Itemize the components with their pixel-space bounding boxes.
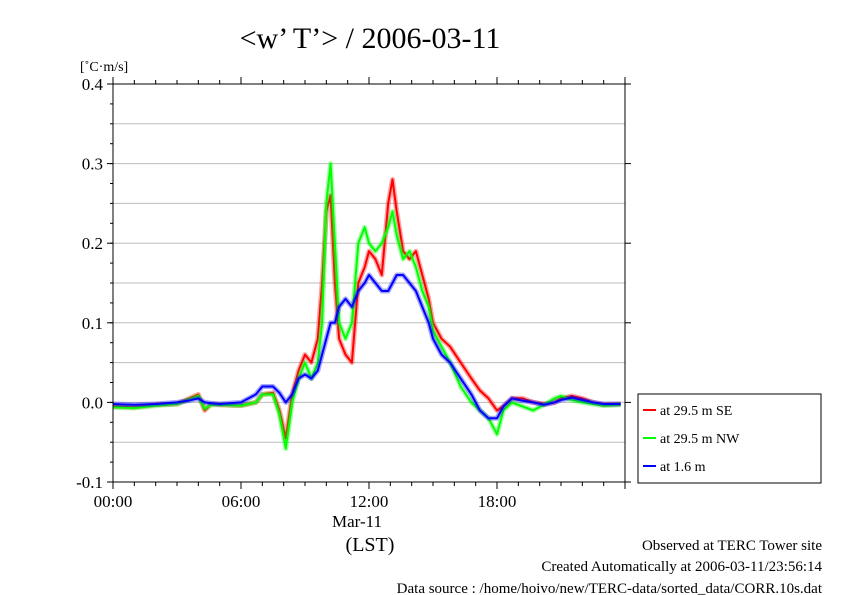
- footer-created: Created Automatically at 2006-03-11/23:5…: [541, 559, 822, 575]
- x-tick-label: 18:00: [478, 492, 517, 511]
- series-lines: [112, 161, 621, 452]
- legend-label-2: at 29.5 m NW: [660, 432, 740, 447]
- y-tick-label: -0.1: [76, 473, 103, 492]
- footer-source: Data source : /home/hoivo/new/TERC-data/…: [397, 581, 823, 595]
- y-axis-ticks: -0.1 0.0 0.1 0.2 0.3 0.4: [76, 75, 631, 492]
- x-tick-label: 12:00: [350, 492, 389, 511]
- y-unit-label: [˚C·m/s]: [80, 60, 128, 75]
- legend-label-1: at 29.5 m SE: [660, 404, 732, 419]
- y-tick-label: 0.4: [82, 75, 104, 94]
- series-line-3: [112, 274, 621, 420]
- legend: at 29.5 m SE at 29.5 m NW at 1.6 m: [637, 393, 822, 484]
- y-tick-label: 0.3: [82, 155, 103, 174]
- series-line-2: [112, 162, 621, 450]
- x-tick-label: 00:00: [94, 492, 133, 511]
- legend-label-3: at 1.6 m: [660, 460, 706, 475]
- y-tick-label: 0.0: [82, 393, 103, 412]
- y-tick-label: 0.1: [82, 314, 103, 333]
- x-tick-label: 06:00: [222, 492, 261, 511]
- legend-box: [637, 393, 822, 484]
- chart-title: <w’ T’> / 2006-03-11: [240, 22, 501, 55]
- footer-observed: Observed at TERC Tower site: [642, 538, 822, 554]
- x-date-label: Mar-11: [332, 512, 382, 531]
- grid-lines: [113, 123, 625, 443]
- y-tick-label: 0.2: [82, 234, 103, 253]
- x-axis-ticks: 00:00 06:00 12:00 18:00: [94, 77, 626, 511]
- x-axis-label: (LST): [346, 534, 395, 556]
- plot-frame: [112, 83, 626, 483]
